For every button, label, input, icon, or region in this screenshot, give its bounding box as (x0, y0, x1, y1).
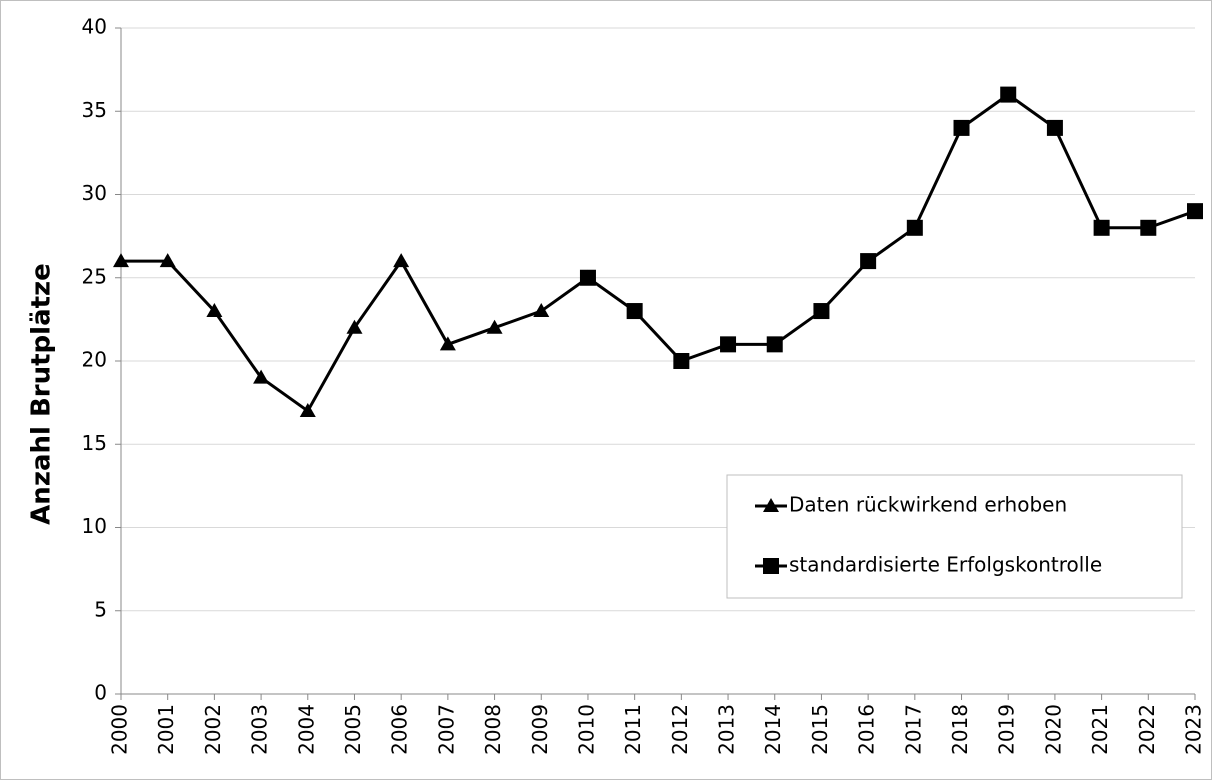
x-tick-label: 2004 (294, 704, 318, 755)
x-tick-label: 2011 (621, 704, 645, 755)
x-tick-label: 2021 (1088, 704, 1112, 755)
x-tick-label: 2012 (668, 704, 692, 755)
legend-marker (763, 498, 779, 512)
y-tick-label: 20 (82, 348, 107, 372)
x-tick-label: 2016 (855, 704, 879, 755)
x-tick-label: 2014 (761, 704, 785, 755)
legend-box (726, 474, 1183, 599)
data-point (1046, 119, 1063, 136)
data-point (113, 253, 129, 268)
y-axis-label: Anzahl Brutplätze (27, 263, 57, 525)
y-tick-label: 25 (82, 264, 107, 288)
x-tick-label: 2009 (528, 704, 552, 755)
data-point (439, 336, 456, 351)
data-point (673, 353, 690, 369)
y-tick-label: 30 (82, 181, 107, 205)
data-point (720, 336, 737, 353)
data-point (579, 269, 596, 286)
data-point (813, 303, 830, 320)
data-point (346, 319, 363, 334)
data-point (486, 319, 503, 334)
data-point (953, 119, 970, 136)
y-tick-label: 5 (94, 597, 107, 621)
data-point (766, 336, 783, 353)
x-tick-label: 2019 (995, 704, 1019, 755)
x-tick-label: 2018 (948, 704, 972, 755)
data-point (1140, 219, 1157, 236)
data-point (299, 402, 316, 417)
data-point (159, 253, 176, 268)
x-tick-label: 2001 (154, 704, 178, 755)
data-point (1187, 203, 1203, 220)
data-point (1000, 86, 1017, 103)
x-tick-label: 2022 (1135, 704, 1159, 755)
x-tick-label: 2023 (1182, 704, 1206, 755)
data-point (533, 303, 550, 318)
x-tick-label: 2006 (388, 704, 412, 755)
x-tick-label: 2007 (434, 704, 458, 755)
x-tick-label: 2010 (574, 704, 598, 755)
x-tick-label: 2013 (715, 704, 739, 755)
legend-marker (763, 558, 779, 574)
x-tick-label: 2017 (901, 704, 925, 755)
data-point (860, 253, 877, 270)
y-tick-label: 15 (82, 431, 107, 455)
x-tick-label: 2015 (808, 704, 832, 755)
x-tick-label: 2000 (108, 704, 132, 755)
data-point (626, 303, 643, 320)
data-point (253, 369, 270, 384)
y-tick-label: 10 (82, 514, 107, 538)
legend-label: standardisierte Erfolgskontrolle (789, 553, 1102, 577)
legend: Daten rückwirkend erhoben standardisierte… (726, 474, 1183, 599)
x-tick-label: 2008 (481, 704, 505, 755)
y-tick-label: 40 (82, 15, 107, 39)
x-tick-label: 2020 (1041, 704, 1065, 755)
y-tick-label: 0 (94, 681, 107, 705)
data-point (393, 253, 410, 268)
legend-label: Daten rückwirkend erhoben (789, 493, 1067, 517)
x-tick-label: 2005 (341, 704, 365, 755)
x-tick-label: 2002 (201, 704, 225, 755)
data-point (1093, 219, 1110, 236)
data-point (206, 303, 223, 318)
x-tick-label: 2003 (248, 704, 272, 755)
data-point (906, 219, 923, 236)
y-tick-label: 35 (82, 98, 107, 122)
